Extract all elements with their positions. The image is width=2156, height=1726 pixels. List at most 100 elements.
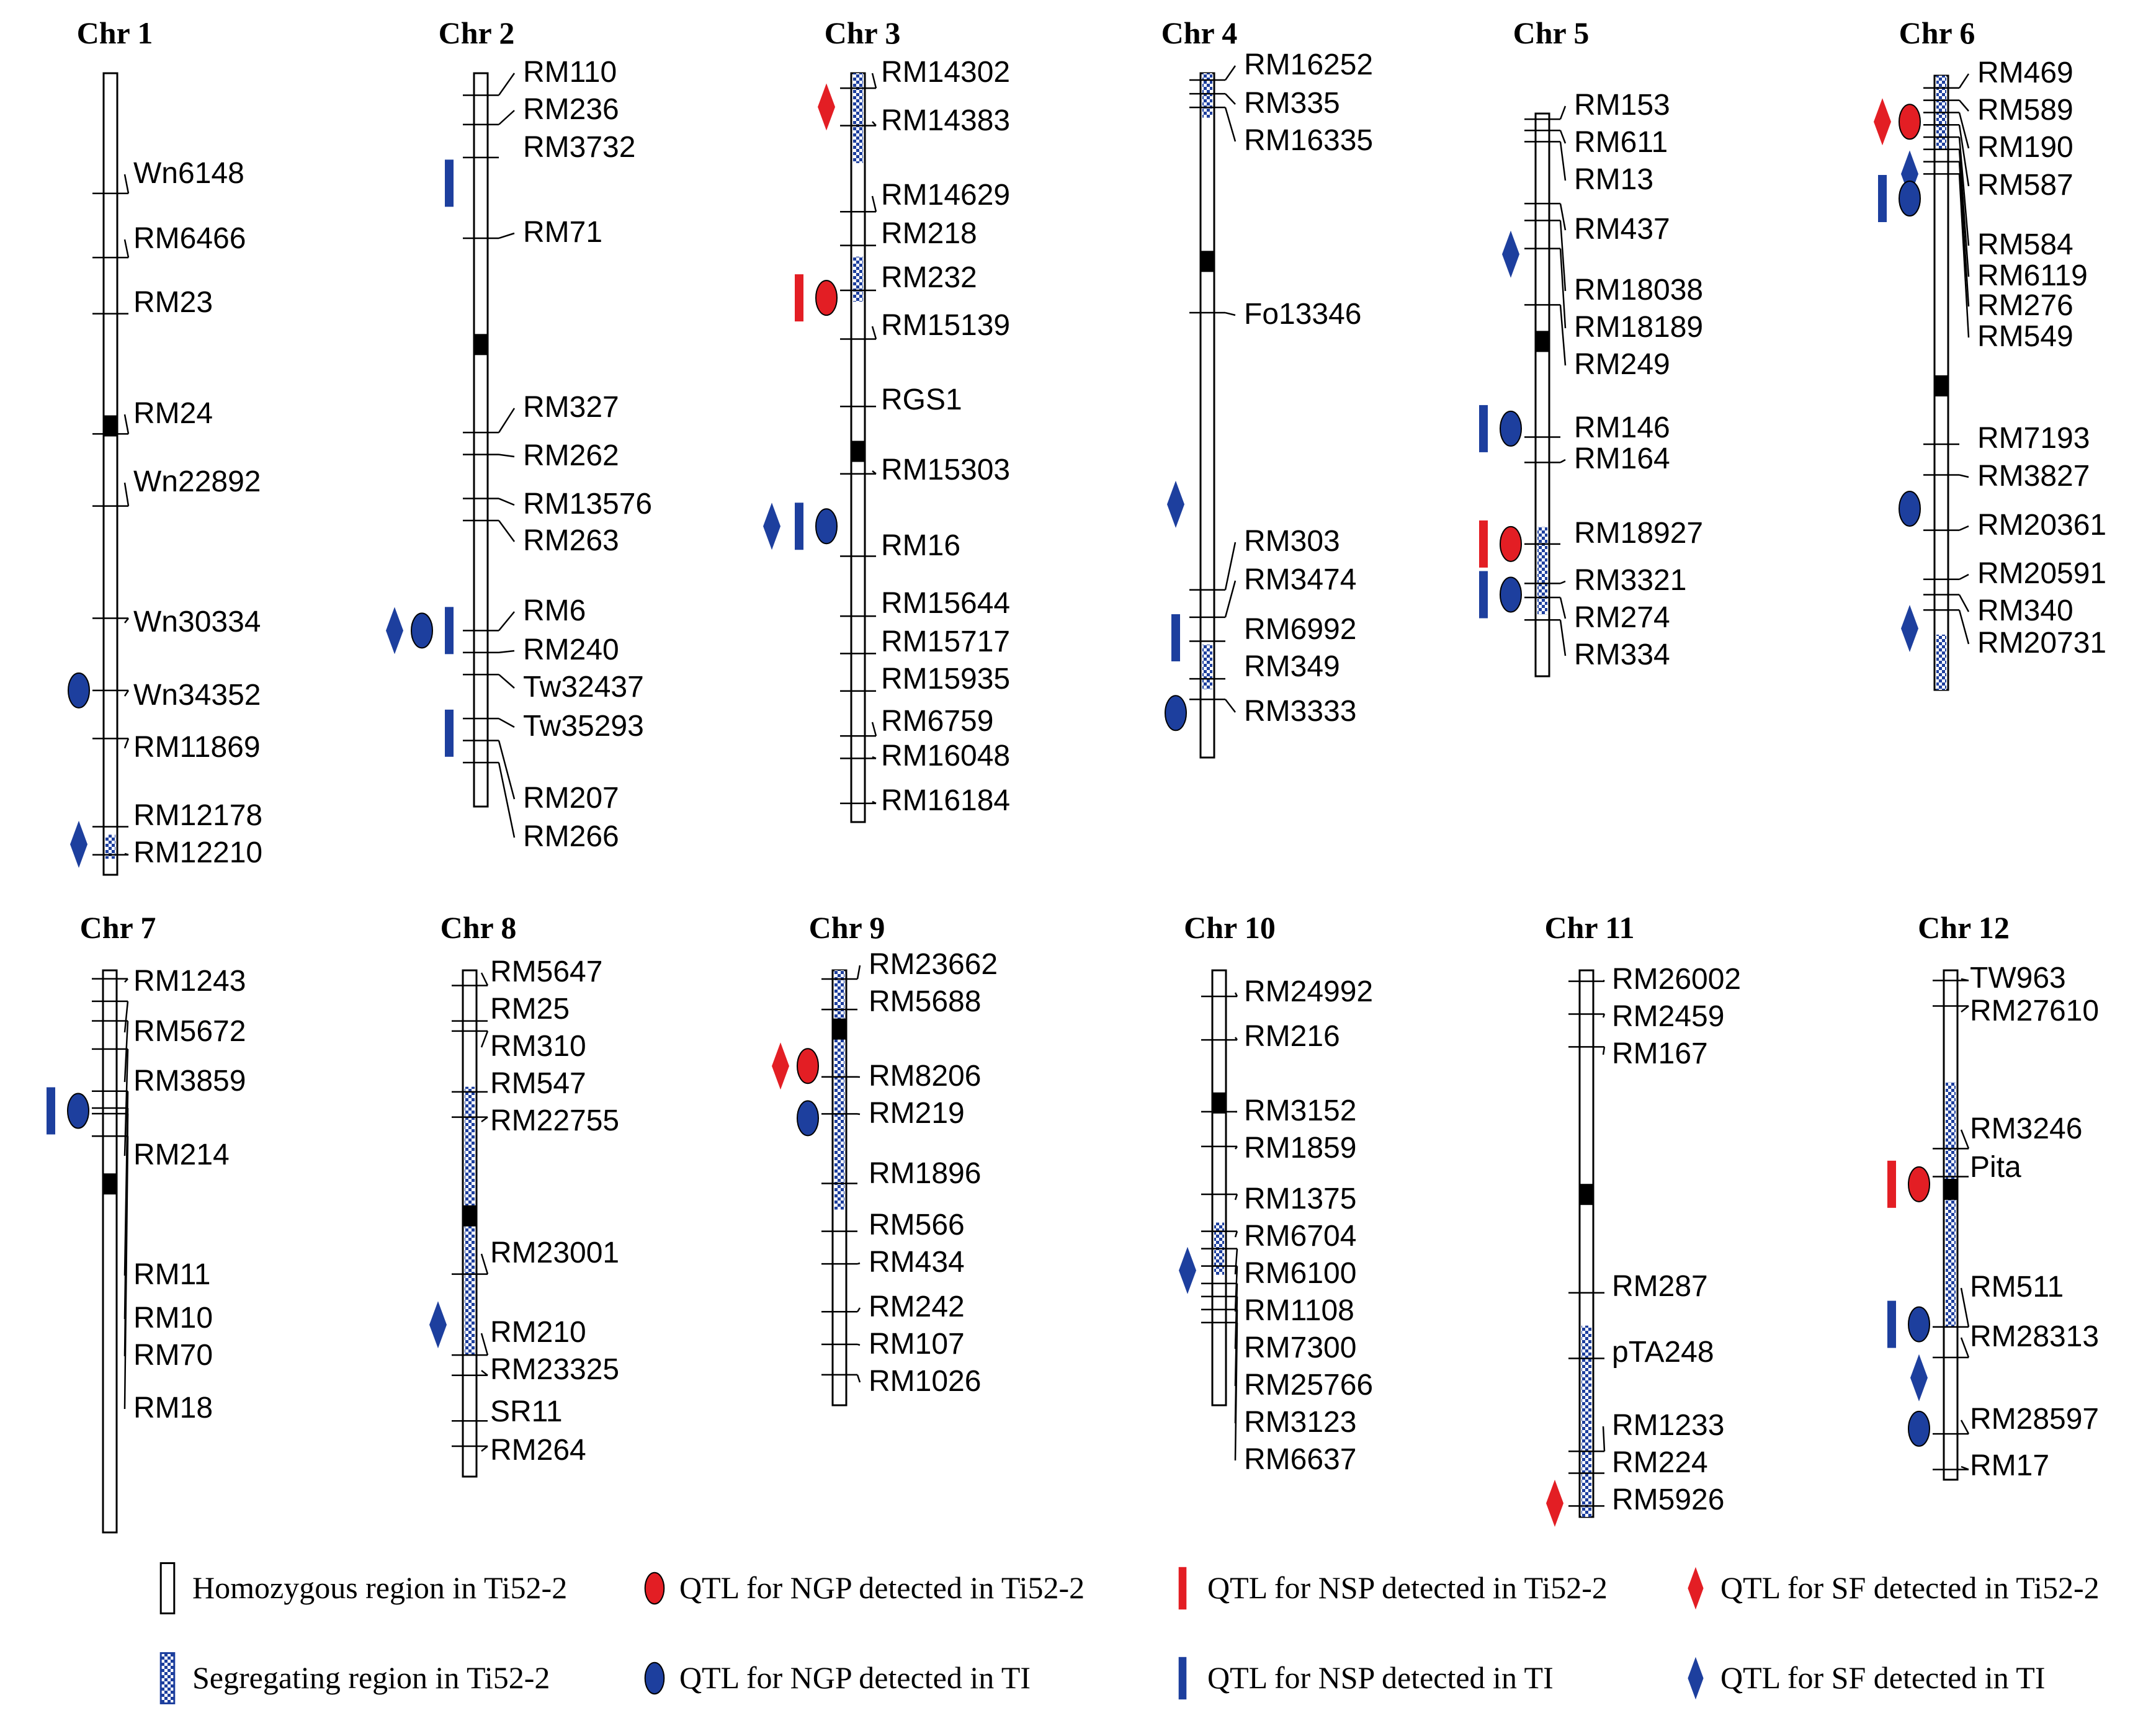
marker-connector [1959,525,1969,531]
marker-label: RM190 [1977,131,2073,164]
marker-label: RM6704 [1244,1220,1356,1253]
marker-label: RM216 [1244,1020,1340,1053]
marker-label: RM24992 [1244,975,1373,1008]
chromosome-11: Chr 11 RM26002 RM2459 RM167 RM287 pTA248 RM123… [1545,910,1741,1527]
marker-connector [1559,248,1567,329]
marker-label: RM18189 [1574,311,1703,344]
marker-connector [1234,1231,1238,1238]
qtl-diamond-blue-icon [1910,1354,1928,1402]
marker-label: RM224 [1612,1446,1708,1479]
qtl-bar-blue-icon [1479,571,1488,619]
centromere [1580,1184,1593,1205]
marker-label: RM18 [133,1392,213,1424]
marker-connector [124,852,129,856]
marker-connector [480,972,489,986]
marker-label: RM70 [133,1339,213,1372]
marker-label: RM434 [869,1246,965,1279]
marker-connector [1224,107,1237,142]
qtl-diamond-blue-icon [386,607,403,655]
centromere [1944,1179,1957,1201]
centromere [103,1173,117,1195]
chromosome-body [102,72,119,876]
marker-label: RM16184 [881,784,1010,817]
marker-connector [123,690,130,697]
marker-connector [1234,992,1238,997]
chromosome-7: Chr 7 RM1243 RM5672 RM3859 RM214 RM11 RM10 RM70… [47,910,246,1534]
marker-label: RM7193 [1977,422,2090,455]
marker-connector [871,73,877,89]
marker-connector [123,482,130,506]
chromosome-title: Chr 11 [1545,910,1635,945]
marker-label: RM10 [133,1302,213,1335]
marker-label: RM11 [133,1258,210,1291]
marker-connector [857,1343,861,1346]
marker-label: RM437 [1574,213,1670,246]
marker-label: Pita [1970,1151,2021,1184]
marker-label: RM1859 [1244,1132,1356,1165]
marker-connector [498,498,515,506]
marker-label: RM276 [1977,289,2073,322]
legend-item: QTL for NGP detected in Ti52-2 [644,1570,1085,1605]
qtl-ellipse-blue-icon [1165,695,1187,731]
marker-connector [1559,203,1567,231]
qtl-ellipse-blue-icon [1500,576,1522,613]
marker-connector [857,1262,861,1265]
marker-label: RM22755 [490,1104,619,1137]
marker-label: RM349 [1244,650,1340,683]
marker-label: RM110 [523,56,617,89]
chromosome-body [102,969,118,1534]
marker-label: RM23662 [869,948,998,981]
segregating-region [1581,1325,1591,1517]
legend-item: QTL for NSP detected in TI [1178,1657,1554,1700]
marker-connector [123,1021,129,1083]
marker-label: RM8206 [869,1060,981,1093]
chromosome-title: Chr 6 [1899,16,1975,50]
marker-label: RM3732 [523,131,635,164]
marker-connector [498,110,515,125]
marker-label: RM6992 [1244,613,1356,646]
marker-connector [123,1001,129,1033]
marker-label: Wn30334 [133,606,261,638]
marker-label: RM18927 [1574,517,1703,550]
marker-label: RM3474 [1244,563,1356,596]
marker-connector [1234,1146,1238,1150]
marker-connector [872,800,877,804]
marker-label: RM28597 [1970,1403,2099,1436]
marker-label: RM6100 [1244,1257,1356,1290]
marker-label: RM27610 [1970,995,2099,1027]
marker-label: RM25766 [1244,1369,1373,1402]
marker-connector [1560,580,1566,584]
marker-connector [124,617,129,624]
chromosome-title: Chr 1 [77,16,153,50]
marker-connector [498,740,516,800]
legend-label: QTL for SF detected in TI [1720,1660,2046,1695]
qtl-bar-red-icon [1479,520,1488,568]
marker-label: RM6466 [133,222,246,255]
chromosome-title: Chr 5 [1513,16,1590,50]
legend-bar-blue-icon [1178,1657,1187,1700]
centromere [1935,375,1948,396]
segregating-region [1936,634,1946,690]
marker-connector [1961,978,1969,981]
chromosome-title: Chr 9 [809,910,885,945]
legend-label: QTL for NGP detected in Ti52-2 [679,1570,1085,1605]
legend-item: QTL for NSP detected in Ti52-2 [1178,1567,1608,1610]
marker-connector [1958,161,1970,307]
marker-label: RM13576 [523,488,652,521]
legend-bar-red-icon [1178,1567,1187,1610]
marker-connector [481,1446,488,1452]
marker-connector [1958,174,1970,338]
qtl-bar-red-icon [1887,1160,1896,1208]
marker-label: RM218 [881,217,977,250]
marker-label: RM5672 [133,1015,246,1048]
marker-connector [1958,594,1970,612]
chromosome-body [1211,969,1227,1406]
marker-connector [1959,573,1969,580]
marker-connector [1234,1037,1238,1040]
legend-ellipse-blue-icon [644,1661,665,1695]
marker-connector [1559,141,1567,181]
marker-connector [498,718,515,728]
